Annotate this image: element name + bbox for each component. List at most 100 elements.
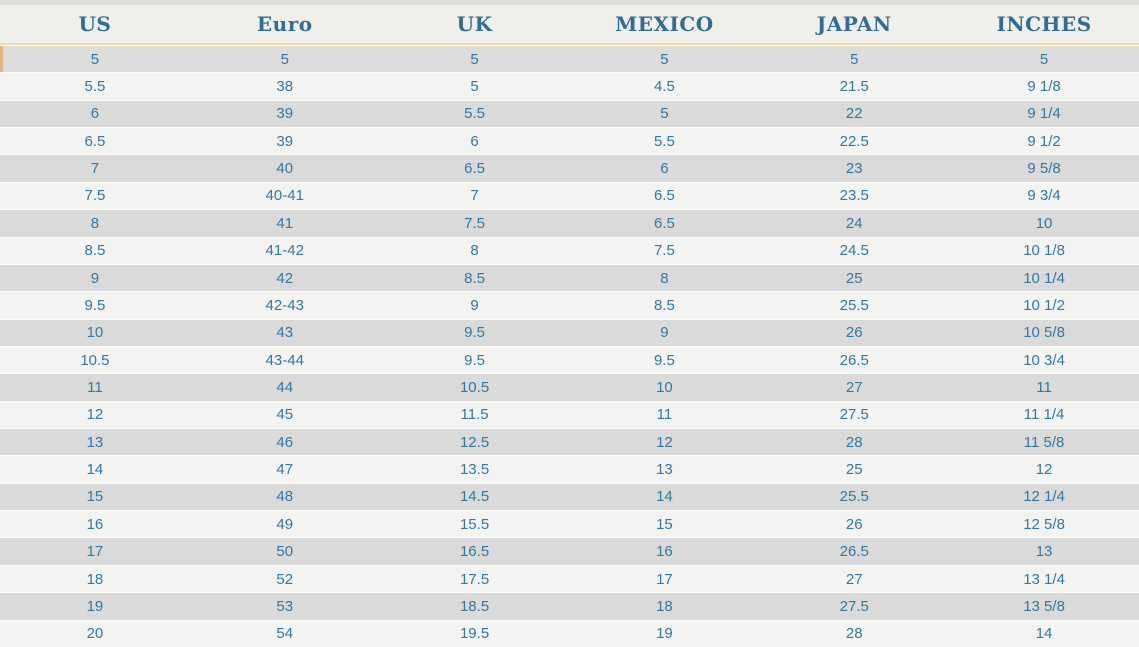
table-cell: 10 [86, 324, 104, 342]
table-cell: 5 [1039, 50, 1049, 68]
table-cell: 5 [660, 50, 669, 68]
table-row: 11 44 10.5 10 27 11 [0, 373, 1139, 402]
table-cell: 25.5 [839, 488, 869, 506]
table-row: 13 46 12.5 12 28 11 5/8 [0, 428, 1139, 457]
table-cell: 14 [86, 461, 104, 479]
table-cell: 10 1/4 [1023, 269, 1065, 287]
table-cell: 12.5 [459, 433, 490, 451]
table-cell: 8 [660, 269, 669, 287]
table-cell: 17 [86, 543, 104, 561]
table-cell: 17 [656, 570, 673, 588]
table-cell: 15 [656, 515, 673, 533]
table-cell: 6.5 [464, 160, 485, 178]
table-cell: 5 [470, 50, 479, 68]
table-cell: 15.5 [459, 515, 490, 533]
table-cell: 12 5/8 [1023, 515, 1065, 533]
column-header-euro: Euro [256, 12, 313, 36]
table-cell: 10 1/2 [1023, 296, 1065, 314]
table-cell: 43-44 [265, 351, 304, 369]
table-cell: 10 [1035, 214, 1053, 232]
column-header-us: US [78, 12, 112, 36]
table-cell: 18.5 [459, 597, 490, 615]
table-cell: 7.5 [464, 214, 485, 232]
table-cell: 43 [276, 324, 294, 342]
table-cell: 17.5 [459, 570, 490, 588]
table-cell: 50 [276, 543, 294, 561]
table-cell: 10.5 [80, 351, 110, 369]
table-row: 9.5 42-43 9 8.5 25.5 10 1/2 [0, 292, 1139, 319]
table-cell: 8.5 [653, 296, 675, 314]
table-cell: 5 [470, 78, 479, 96]
table-cell: 9.5 [464, 324, 485, 342]
table-cell: 9 1/4 [1027, 105, 1061, 123]
table-cell: 7.5 [84, 187, 106, 205]
table-cell: 19.5 [459, 625, 490, 643]
table-cell: 21.5 [839, 78, 869, 96]
table-cell: 18 [656, 597, 673, 615]
table-row: 15 48 14.5 14 25.5 12 1/4 [0, 482, 1139, 512]
table-cell: 25 [845, 461, 863, 479]
table-cell: 8 [470, 242, 479, 260]
table-row: 8.5 41-42 8 7.5 24.5 10 1/8 [0, 237, 1139, 264]
table-row: 18 52 17.5 17 27 13 1/4 [0, 565, 1139, 593]
table-cell: 6.5 [84, 132, 106, 150]
table-cell: 54 [276, 625, 294, 643]
table-cell: 41 [276, 214, 294, 232]
table-cell: 12 [86, 406, 104, 424]
table-cell: 14.5 [459, 488, 490, 506]
table-cell: 12 [1035, 461, 1053, 479]
table-cell: 13 [86, 433, 104, 451]
table-cell: 24.5 [839, 242, 869, 260]
table-cell: 49 [276, 515, 294, 533]
table-row: 10.5 43-44 9.5 9.5 26.5 10 3/4 [0, 346, 1139, 374]
table-cell: 6 [470, 132, 479, 150]
table-cell: 44 [276, 378, 294, 396]
table-row: 12 45 11.5 11 27.5 11 1/4 [0, 401, 1139, 429]
table-row: 8 41 7.5 6.5 24 10 [0, 209, 1139, 238]
table-cell: 15 [86, 488, 104, 506]
table-cell: 48 [276, 488, 294, 506]
table-body: 5 5 5 5 5 5 5.5 38 5 4.5 21.5 9 1/8 6 39 5.5 5 22 9 1/4 6.… [0, 45, 1139, 647]
table-cell: 4.5 [653, 78, 675, 96]
table-cell: 11 [656, 406, 673, 424]
table-cell: 14 [656, 488, 673, 506]
table-cell: 40 [276, 160, 294, 178]
table-cell: 9 5/8 [1027, 160, 1061, 178]
table-cell: 9 [470, 296, 479, 314]
table-cell: 5 [850, 50, 859, 68]
table-row: 5 5 5 5 5 5 [0, 45, 1139, 74]
table-cell: 6 [90, 105, 100, 123]
table-row: 19 53 18.5 18 27.5 13 5/8 [0, 592, 1139, 621]
table-cell: 9.5 [464, 351, 485, 369]
table-cell: 53 [276, 597, 294, 615]
table-cell: 16 [86, 515, 104, 533]
table-cell: 12 [656, 433, 673, 451]
table-cell: 39 [276, 132, 294, 150]
table-cell: 13.5 [459, 461, 490, 479]
table-cell: 10 1/8 [1023, 242, 1065, 260]
table-cell: 7.5 [653, 242, 675, 260]
table-cell: 27.5 [839, 597, 869, 615]
column-header-inches: INCHES [996, 12, 1092, 36]
table-cell: 8.5 [84, 242, 106, 260]
table-row: 6 39 5.5 5 22 9 1/4 [0, 99, 1139, 129]
table-cell: 5.5 [84, 78, 106, 96]
table-cell: 8.5 [464, 269, 485, 287]
table-cell: 9 [90, 269, 100, 287]
table-cell: 5.5 [464, 105, 485, 123]
table-cell: 11 5/8 [1023, 433, 1065, 451]
top-edge-strip [0, 0, 1139, 5]
table-cell: 9 1/2 [1027, 132, 1061, 150]
table-cell: 24 [845, 214, 863, 232]
table-cell: 16.5 [459, 543, 490, 561]
table-row: 5.5 38 5 4.5 21.5 9 1/8 [0, 73, 1139, 100]
table-cell: 39 [276, 105, 294, 123]
table-cell: 7 [470, 187, 479, 205]
table-cell: 26.5 [839, 543, 869, 561]
table-cell: 18 [86, 570, 104, 588]
table-row: 7 40 6.5 6 23 9 5/8 [0, 154, 1139, 183]
table-cell: 26.5 [839, 351, 869, 369]
table-row: 7.5 40-41 7 6.5 23.5 9 3/4 [0, 182, 1139, 210]
table-cell: 23.5 [839, 187, 869, 205]
table-cell: 13 1/4 [1023, 570, 1065, 588]
